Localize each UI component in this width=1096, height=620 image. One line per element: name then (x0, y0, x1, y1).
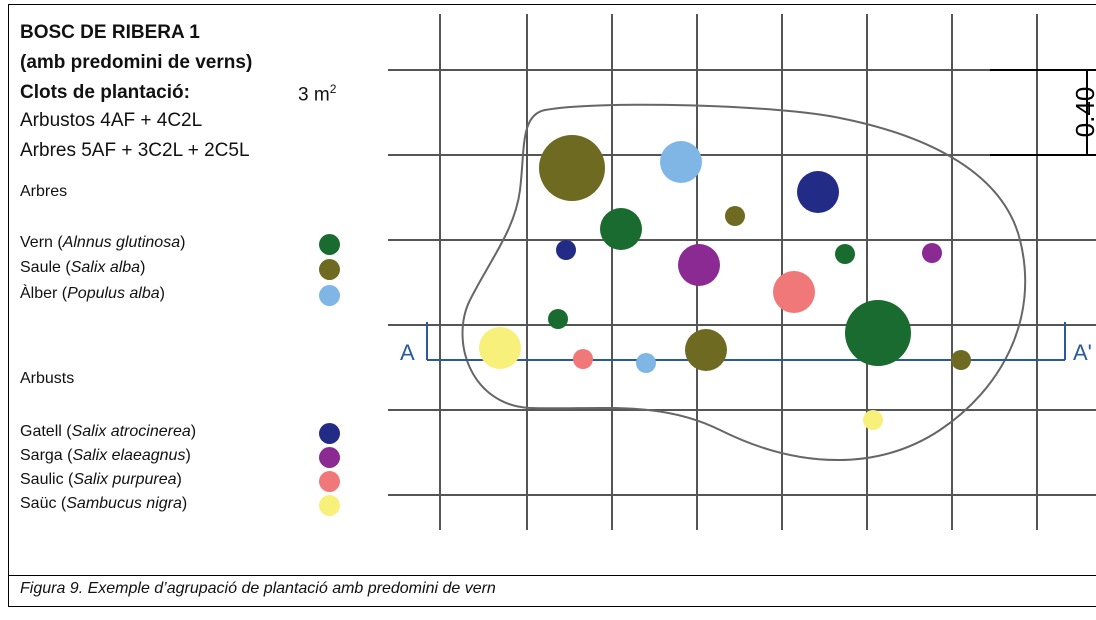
saulic-plant (573, 349, 593, 369)
saule-plant (685, 329, 727, 371)
figure-frame (8, 4, 1096, 576)
planting-pit-outline (461, 103, 1027, 461)
legend-latin-name: Salix purpurea (73, 471, 177, 488)
arbustos-line: Arbustos 4AF + 4C2L (20, 110, 203, 131)
saule-plant (725, 206, 745, 226)
alber-plant (636, 353, 656, 373)
legend-item-saule: Saule (Salix alba) (20, 259, 146, 276)
gatell-plant (556, 240, 576, 260)
grid (388, 14, 1096, 530)
clots-value-number: 3 m (298, 84, 330, 106)
trees-heading: Arbres (20, 183, 68, 200)
legend-item-sauc: Saüc (Sambucus nigra) (20, 495, 188, 512)
section-line (426, 322, 1066, 361)
dimension-label: 0.40 (1070, 87, 1096, 138)
vern-swatch (319, 234, 340, 255)
plants (479, 135, 971, 430)
clots-label: Clots de plantació: (20, 82, 190, 103)
section-label-a: A (400, 340, 415, 365)
clots-value-unit: 2 (329, 82, 337, 96)
legend-latin-name: Salix elaeagnus (72, 447, 186, 464)
vern-plant (835, 244, 855, 264)
vern-plant (845, 300, 911, 366)
title-line-2: (amb predomini de verns) (20, 52, 253, 73)
sauc-plant (479, 327, 521, 369)
alber-plant (660, 141, 702, 183)
legend-common-name: Gatell (20, 423, 67, 440)
alber-swatch (319, 285, 340, 306)
caption-frame (8, 575, 1096, 607)
legend-common-name: Sarga (20, 447, 68, 464)
vern-plant (600, 208, 642, 250)
legend-item-vern: Vern (Alnnus glutinosa) (20, 234, 186, 251)
legend-latin-name: Populus alba (67, 285, 160, 302)
section-label-a-prime: A' (1073, 340, 1092, 365)
legend-common-name: Vern (20, 234, 58, 251)
sauc-swatch (319, 495, 340, 516)
legend-common-name: Saüc (20, 495, 61, 512)
sauc-plant (863, 410, 883, 430)
clots-value: 3 m2 (298, 82, 336, 106)
legend-item-gatell: Gatell (Salix atrocinerea) (20, 423, 197, 440)
legend-common-name: Àlber (20, 285, 62, 302)
saule-swatch (319, 259, 340, 280)
legend-latin-name: Salix alba (70, 259, 141, 276)
sarga-swatch (319, 447, 340, 468)
sarga-plant (678, 244, 720, 286)
dimension-marker (990, 69, 1096, 156)
legend-common-name: Saulic (20, 471, 69, 488)
legend-common-name: Saule (20, 259, 66, 276)
gatell-swatch (319, 423, 340, 444)
legend-latin-name: Salix atrocinerea (71, 423, 191, 440)
title-line-1: BOSC DE RIBERA 1 (20, 22, 200, 43)
saulic-plant (773, 271, 815, 313)
legend-latin-name: Sambucus nigra (66, 495, 182, 512)
vern-plant (548, 309, 568, 329)
shrubs-heading: Arbusts (20, 370, 75, 387)
saulic-swatch (319, 471, 340, 492)
gatell-plant (797, 171, 839, 213)
saule-plant (539, 135, 605, 201)
saule-plant (951, 350, 971, 370)
legend-latin-name: Alnnus glutinosa (62, 234, 181, 251)
legend-item-alber: Àlber (Populus alba) (20, 285, 165, 302)
arbres-line: Arbres 5AF + 3C2L + 2C5L (20, 140, 250, 161)
figure-caption: Figura 9. Exemple d’agrupació de plantac… (20, 580, 496, 597)
sarga-plant (922, 243, 942, 263)
legend-item-saulic: Saulic (Salix purpurea) (20, 471, 182, 488)
legend-item-sarga: Sarga (Salix elaeagnus) (20, 447, 191, 464)
